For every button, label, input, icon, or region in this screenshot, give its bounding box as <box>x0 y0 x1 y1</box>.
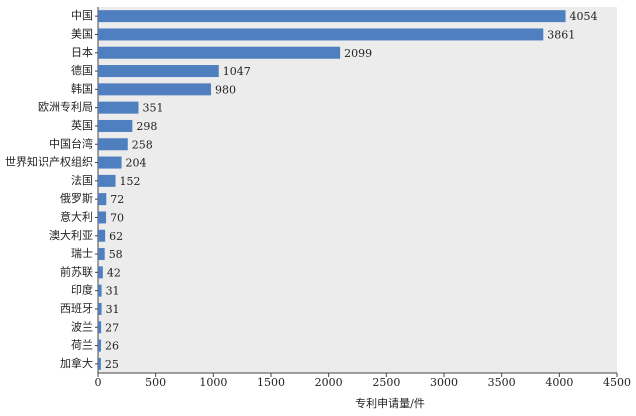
y-tick-label: 德国 <box>71 63 93 77</box>
plot-area <box>98 7 617 373</box>
value-label: 62 <box>109 230 123 243</box>
value-label: 4054 <box>570 10 598 23</box>
x-tick-label: 500 <box>145 376 166 389</box>
y-tick-label: 世界知识产权组织 <box>5 155 93 169</box>
bar <box>98 229 106 242</box>
x-tick-label: 3500 <box>488 376 516 389</box>
value-label: 1047 <box>223 65 251 78</box>
y-tick-label: 澳大利亚 <box>49 228 93 242</box>
value-label: 42 <box>107 266 121 279</box>
bar <box>98 321 102 334</box>
y-tick-label: 前苏联 <box>60 264 93 278</box>
bar <box>98 156 122 169</box>
x-tick-label: 2000 <box>315 376 343 389</box>
bar <box>98 211 107 224</box>
value-label: 31 <box>106 285 120 298</box>
x-tick-label: 4000 <box>545 376 573 389</box>
y-tick-label: 中国台湾 <box>49 136 93 150</box>
bar <box>98 83 212 96</box>
value-label: 2099 <box>344 47 372 60</box>
x-tick-label: 3000 <box>430 376 458 389</box>
bar <box>98 101 139 114</box>
x-tick-label: 1500 <box>257 376 285 389</box>
value-label: 351 <box>142 102 163 115</box>
value-label: 298 <box>136 120 157 133</box>
bar <box>98 65 219 78</box>
x-tick-label: 4500 <box>603 376 631 389</box>
y-tick-label: 波兰 <box>71 320 93 333</box>
value-label: 31 <box>106 303 120 316</box>
value-label: 58 <box>109 248 123 261</box>
y-tick-label: 俄罗斯 <box>60 192 93 205</box>
bar <box>98 174 116 187</box>
value-label: 204 <box>126 157 147 170</box>
y-tick-label: 日本 <box>71 45 93 59</box>
bar <box>98 248 105 261</box>
bar <box>98 284 102 297</box>
bar <box>98 119 133 132</box>
y-tick-label: 欧洲专利局 <box>38 100 93 114</box>
y-tick-label: 英国 <box>71 118 93 132</box>
bar <box>98 28 544 41</box>
y-tick-label: 荷兰 <box>71 339 93 352</box>
value-label: 25 <box>105 358 119 371</box>
y-tick-label: 韩国 <box>71 81 93 95</box>
y-tick-label: 美国 <box>71 27 93 40</box>
bar <box>98 46 341 59</box>
value-label: 3861 <box>547 28 575 41</box>
x-tick-label: 0 <box>95 376 102 389</box>
y-tick-label: 中国 <box>71 9 93 22</box>
value-label: 27 <box>105 321 119 334</box>
y-tick-label: 西班牙 <box>60 302 93 315</box>
bar <box>98 10 566 23</box>
y-tick-label: 加拿大 <box>60 356 93 370</box>
bar <box>98 339 101 352</box>
y-tick-label: 法国 <box>71 173 93 187</box>
value-label: 26 <box>105 340 119 353</box>
value-label: 72 <box>110 193 124 206</box>
bar <box>98 357 101 370</box>
bar <box>98 138 128 151</box>
x-axis-title: 专利申请量/件 <box>355 396 425 410</box>
bar <box>98 193 107 206</box>
value-label: 258 <box>132 138 153 151</box>
bar <box>98 302 102 315</box>
bar <box>98 266 103 279</box>
y-tick-label: 瑞士 <box>71 246 93 260</box>
value-label: 152 <box>120 175 141 188</box>
y-tick-label: 印度 <box>71 283 93 297</box>
x-tick-label: 2500 <box>372 376 400 389</box>
value-label: 70 <box>110 211 124 224</box>
value-label: 980 <box>215 83 236 96</box>
x-tick-label: 1000 <box>199 376 227 389</box>
y-tick-label: 意大利 <box>60 209 93 223</box>
